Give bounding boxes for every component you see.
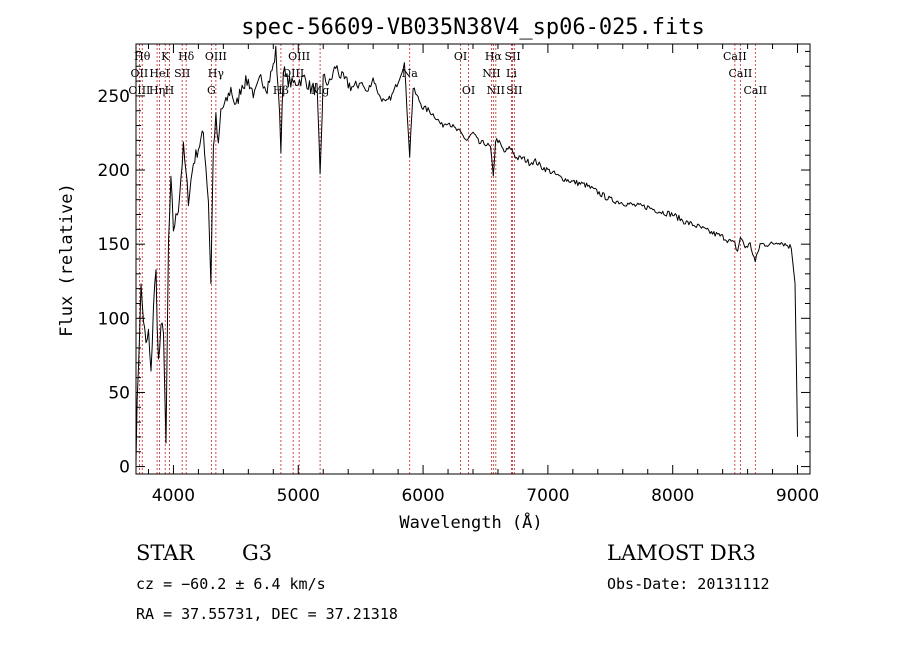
chart-title: spec-56609-VB035N38V4_sp06-025.fits	[241, 15, 705, 40]
spectral-line-label: H	[165, 84, 175, 97]
y-tick-label: 250	[98, 87, 130, 107]
subclass: G3	[242, 541, 272, 565]
spectral-line-label: NII	[487, 84, 505, 97]
spectral-line-label: OIII	[288, 50, 310, 63]
y-tick-label: 200	[98, 161, 130, 181]
x-tick-label: 5000	[277, 486, 320, 506]
x-tick-label: 8000	[651, 486, 694, 506]
spectral-line-label: OI	[454, 50, 467, 63]
x-tick-label: 9000	[776, 486, 819, 506]
y-tick-label: 100	[98, 309, 130, 329]
spectral-line-label: SII	[506, 84, 522, 97]
spectral-line-label: Hθ	[134, 50, 151, 63]
spectral-line-label: NII	[482, 67, 500, 80]
spectral-line-label: CaII	[743, 84, 767, 97]
survey-name: LAMOST DR3	[607, 541, 756, 565]
spectral-line-label: Hγ	[208, 67, 225, 80]
plot-frame	[135, 43, 811, 475]
spectrum-line	[135, 45, 798, 463]
spectral-line-label: SII	[504, 50, 520, 63]
y-tick-label: 0	[119, 458, 130, 478]
spectral-line-label: K	[161, 50, 170, 63]
spectral-line-label: Hα	[485, 50, 503, 63]
spectral-line-label: OIII	[205, 50, 227, 63]
spectral-line-label: OIII	[128, 84, 150, 97]
x-tick-label: 7000	[526, 486, 569, 506]
spectral-line-label: OI	[462, 84, 475, 97]
coordinates: RA = 37.55731, DEC = 37.21318	[136, 605, 398, 623]
object-class: STAR	[136, 541, 195, 565]
x-axis-label: Wavelength (Å)	[399, 511, 542, 533]
spectral-line-markers	[138, 44, 756, 474]
spectral-line-label: Hβ	[273, 84, 289, 97]
spectral-line-label: CaII	[723, 50, 747, 63]
spectral-line-label: CaII	[729, 67, 753, 80]
y-tick-label: 50	[108, 383, 130, 403]
y-axis-label: Flux (relative)	[57, 183, 77, 337]
spectral-line-label: OII	[131, 67, 149, 80]
x-tick-label: 6000	[401, 486, 444, 506]
x-tick-label: 4000	[152, 486, 195, 506]
spectral-line-label: SII	[174, 67, 190, 80]
spectral-line-label: Na	[402, 67, 419, 80]
spectral-line-label: G	[207, 84, 216, 97]
spectral-line-label: Li	[506, 67, 517, 80]
observation-date: Obs-Date: 20131112	[607, 575, 770, 593]
spectral-line-label: Hδ	[178, 50, 195, 63]
y-tick-label: 150	[98, 235, 130, 255]
x-axis: 4000 5000 6000 7000 8000 9000	[147, 44, 819, 506]
spectral-line-label: Hη	[149, 84, 165, 97]
redshift-value: cz = −60.2 ± 6.4 km/s	[136, 575, 326, 593]
spectral-line-label: HeI	[149, 67, 169, 80]
y-axis: 0 50 100 150 200 250	[98, 50, 810, 478]
